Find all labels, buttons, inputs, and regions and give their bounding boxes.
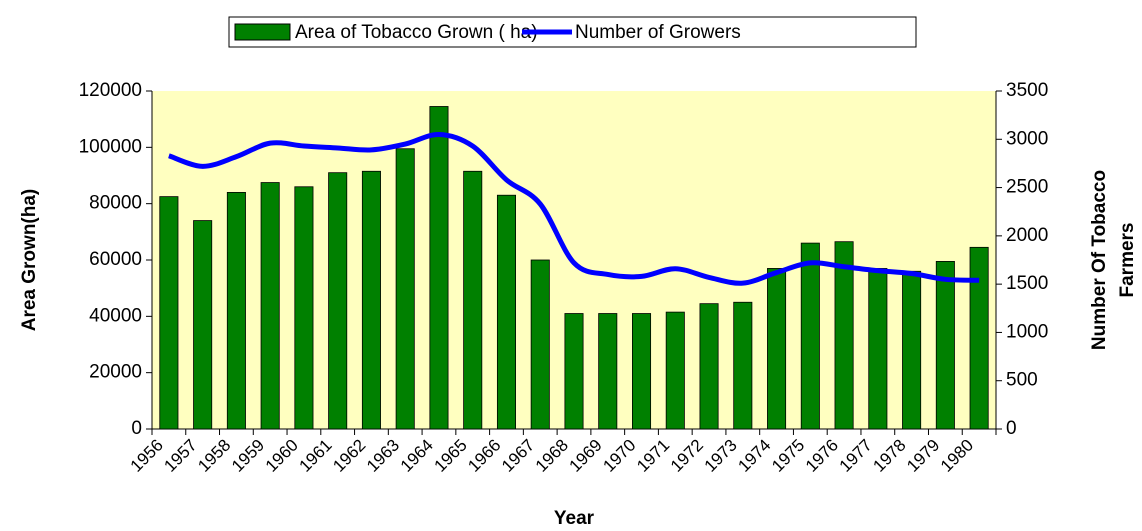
y2-tick-label: 2500 [1006, 177, 1048, 198]
y-tick-label: 20000 [89, 362, 142, 383]
bar [733, 301, 753, 430]
bar [159, 196, 179, 430]
bar [193, 220, 213, 430]
legend-swatch [234, 23, 291, 41]
bar [328, 172, 348, 430]
bar [463, 170, 483, 430]
y2-axis-title: Number Of Tobacco [1089, 170, 1110, 350]
bar [361, 170, 381, 430]
y2-axis-title: Farmers [1117, 223, 1138, 298]
bar [767, 268, 787, 430]
bar [969, 246, 989, 430]
bar [868, 268, 888, 430]
bar [665, 311, 685, 430]
y2-tick-label: 3000 [1006, 128, 1048, 149]
x-tick-label: 1966 [464, 436, 504, 476]
legend-label: Number of Growers [575, 22, 741, 43]
y-tick-label: 120000 [79, 80, 142, 101]
x-tick-label: 1976 [802, 436, 842, 476]
x-tick-label: 1961 [295, 436, 335, 476]
x-axis-title: Year [554, 508, 595, 529]
bar [294, 186, 314, 430]
y-tick-label: 0 [131, 418, 142, 439]
x-tick-label: 1965 [431, 436, 471, 476]
x-tick-label: 1967 [498, 436, 538, 476]
y2-tick-label: 2000 [1006, 225, 1048, 246]
x-tick-label: 1962 [329, 436, 369, 476]
bar [834, 241, 854, 430]
y-tick-label: 40000 [89, 305, 142, 326]
line [168, 131, 980, 286]
bar [598, 313, 618, 430]
x-tick-label: 1957 [160, 436, 200, 476]
bar [496, 194, 516, 430]
bar [699, 303, 719, 430]
bar [800, 242, 820, 430]
bar [395, 148, 415, 430]
bar [564, 313, 584, 430]
y-tick-label: 100000 [79, 136, 142, 157]
x-tick-label: 1969 [566, 436, 606, 476]
bar [632, 313, 652, 430]
x-tick-label: 1972 [667, 436, 707, 476]
x-tick-label: 1978 [869, 436, 909, 476]
y2-tick-label: 1500 [1006, 273, 1048, 294]
y-axis-title: Area Grown(ha) [19, 189, 40, 332]
x-tick-label: 1970 [599, 436, 639, 476]
bar [902, 270, 922, 430]
bar [935, 261, 955, 430]
y2-tick-label: 1000 [1006, 321, 1048, 342]
x-tick-label: 1973 [701, 436, 741, 476]
x-tick-label: 1968 [532, 436, 572, 476]
x-tick-label: 1974 [734, 436, 774, 476]
x-tick-label: 1980 [937, 436, 977, 476]
y-tick-label: 60000 [89, 249, 142, 270]
bar [226, 191, 246, 430]
bar [260, 182, 280, 430]
x-tick-label: 1964 [397, 436, 437, 476]
y2-tick-label: 3500 [1006, 80, 1048, 101]
x-tick-label: 1963 [363, 436, 403, 476]
legend-label: Area of Tobacco Grown ( ha) [295, 22, 538, 43]
x-tick-label: 1958 [194, 436, 234, 476]
bar [429, 106, 449, 430]
y2-tick-label: 500 [1006, 370, 1038, 391]
bar [530, 259, 550, 430]
x-tick-label: 1960 [262, 436, 302, 476]
y2-tick-label: 0 [1006, 418, 1017, 439]
x-tick-label: 1979 [903, 436, 943, 476]
x-tick-label: 1959 [228, 436, 268, 476]
x-tick-label: 1956 [127, 436, 167, 476]
x-tick-label: 1971 [633, 436, 673, 476]
legend-box [228, 16, 917, 48]
x-tick-label: 1975 [768, 436, 808, 476]
x-tick-label: 1977 [836, 436, 876, 476]
y-tick-label: 80000 [89, 193, 142, 214]
